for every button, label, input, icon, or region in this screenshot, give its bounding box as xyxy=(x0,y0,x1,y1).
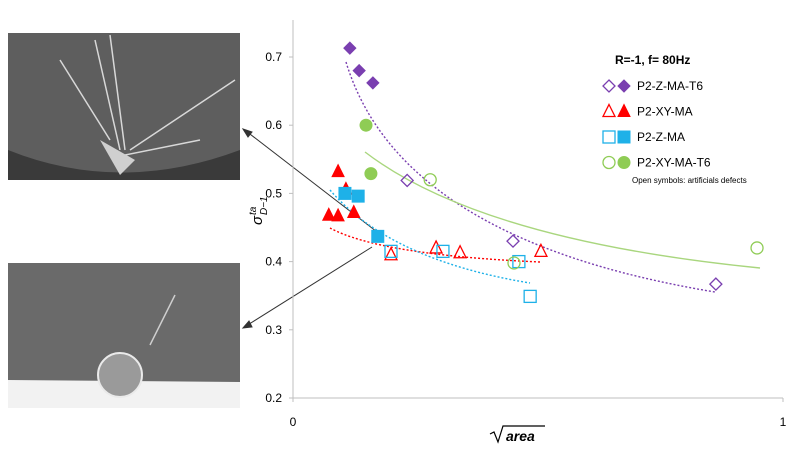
marker xyxy=(360,119,372,131)
marker xyxy=(618,131,630,143)
marker xyxy=(524,290,536,302)
x-tick-label: 1 xyxy=(780,415,787,429)
legend-entry: P2-XY-MA xyxy=(603,105,693,119)
y-label-sub: D−1 xyxy=(259,196,270,215)
note: Open symbols: artificials defects xyxy=(632,176,747,185)
marker xyxy=(367,77,379,89)
legend-entry: P2-Z-MA xyxy=(603,130,685,144)
y-label-sup: ta xyxy=(248,206,259,215)
marker xyxy=(618,157,630,169)
y-tick-label: 0.3 xyxy=(265,323,282,337)
legend-label: P2-XY-MA xyxy=(637,105,693,119)
marker xyxy=(603,80,615,92)
marker xyxy=(353,65,365,77)
arrows xyxy=(243,129,381,328)
legend-entry: P2-XY-MA-T6 xyxy=(603,156,711,170)
marker xyxy=(603,131,615,143)
marker xyxy=(603,157,615,169)
marker xyxy=(332,209,344,221)
y-label-symbol: σ xyxy=(249,215,266,225)
marker xyxy=(344,42,356,54)
micrograph-top xyxy=(8,33,240,180)
marker xyxy=(618,80,630,92)
legend-label: P2-Z-MA xyxy=(637,130,685,144)
axes xyxy=(293,20,783,398)
y-tick-label: 0.4 xyxy=(265,255,282,269)
y-tick-label: 0.6 xyxy=(265,118,282,132)
marker xyxy=(339,187,351,199)
legend-label: P2-XY-MA-T6 xyxy=(637,156,711,170)
marker xyxy=(454,246,466,258)
x-tick-label: 0 xyxy=(290,415,297,429)
y-tick-label: 0.2 xyxy=(265,391,282,405)
marker xyxy=(507,235,519,247)
marker xyxy=(372,230,384,242)
micrograph-bottom xyxy=(8,263,240,408)
legend-label: P2-Z-MA-T6 xyxy=(637,79,703,93)
chart-title: R=-1, f= 80Hz xyxy=(615,53,690,67)
marker xyxy=(352,190,364,202)
marker xyxy=(710,278,722,290)
marker xyxy=(430,241,442,253)
figure: 0.20.30.40.50.60.701P2-Z-MA-T6P2-XY-MAP2… xyxy=(0,0,803,462)
legend-entry: P2-Z-MA-T6 xyxy=(603,79,703,93)
marker xyxy=(348,205,360,217)
marker xyxy=(365,168,377,180)
marker xyxy=(618,105,630,117)
y-axis-label: σ ta D−1 xyxy=(248,196,270,225)
x-axis-label: area xyxy=(506,428,535,444)
marker xyxy=(603,105,615,117)
marker xyxy=(332,165,344,177)
marker xyxy=(751,242,763,254)
y-tick-label: 0.7 xyxy=(265,50,282,64)
